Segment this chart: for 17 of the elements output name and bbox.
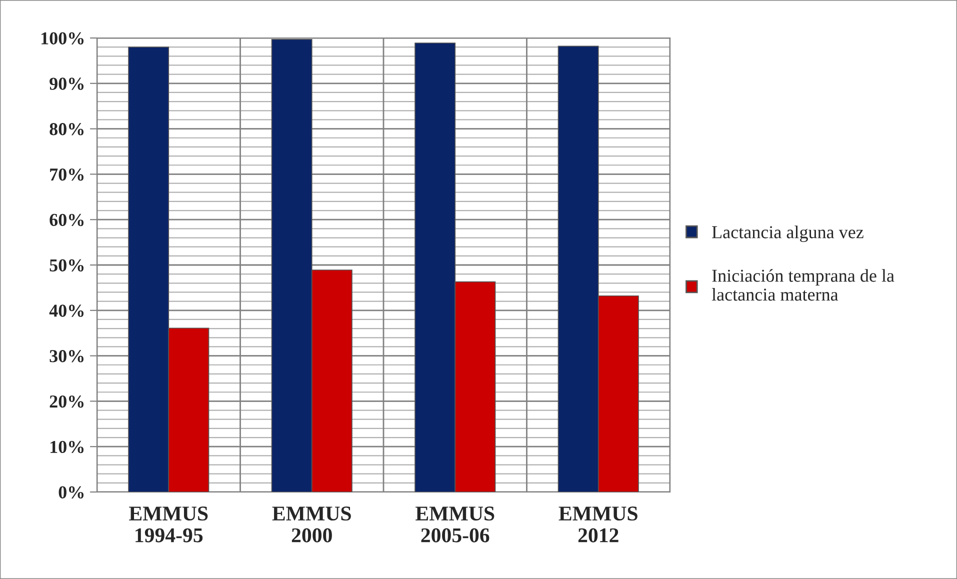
y-tick-label: 20%: [50, 395, 84, 408]
y-tick-label: 70%: [50, 168, 84, 181]
x-tick-label: EMMUS 2000: [272, 506, 351, 542]
y-tick-label: 30%: [50, 350, 84, 362]
y-tick-label: 60%: [50, 214, 84, 226]
x-tick-label: EMMUS 2005-06: [416, 506, 494, 542]
y-tick-label: 0%: [58, 486, 84, 498]
x-tick-label: EMMUS 1994-95: [129, 506, 208, 542]
y-tick-label: 40%: [49, 304, 84, 317]
legend-label: Lactancia alguna vez: [712, 226, 864, 242]
y-tick-label: 50%: [50, 259, 84, 272]
y-tick-label: 10%: [50, 440, 84, 454]
y-tick-label: 90%: [50, 78, 84, 90]
y-tick-label: 100%: [42, 32, 84, 44]
x-tick-label: EMMUS 2012: [558, 506, 638, 542]
legend-label: Iniciación temprana de la lactancia materna: [712, 269, 894, 301]
y-tick-label: 80%: [50, 123, 84, 136]
